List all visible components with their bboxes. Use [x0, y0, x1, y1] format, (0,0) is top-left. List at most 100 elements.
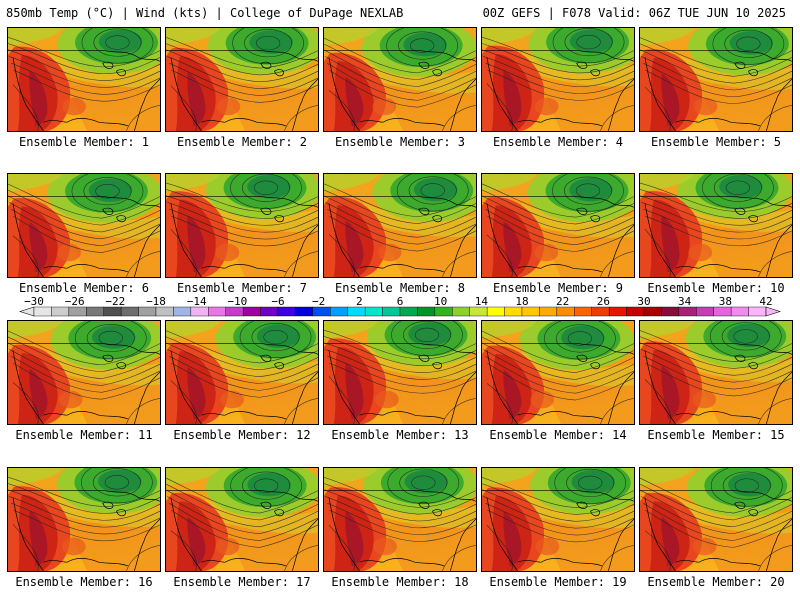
- colorbar-tick-label: 18: [515, 296, 528, 308]
- colorbar-swatch: [696, 306, 714, 317]
- colorbar-swatch: [748, 306, 767, 317]
- temperature-map: [639, 173, 793, 278]
- ensemble-member-label: Ensemble Member: 17: [173, 575, 311, 589]
- colorbar-swatch: [574, 306, 592, 317]
- ensemble-panel: Ensemble Member: 17: [165, 467, 319, 589]
- temperature-map: [323, 467, 477, 572]
- ensemble-member-label: Ensemble Member: 20: [647, 575, 785, 589]
- colorbar-swatch: [539, 306, 558, 317]
- ensemble-panel: Ensemble Member: 12: [165, 320, 319, 442]
- colorbar-tick-label: 38: [719, 296, 732, 308]
- colorbar-swatch: [138, 306, 157, 317]
- colorbar-tick-label: −10: [227, 296, 247, 308]
- ensemble-panel: Ensemble Member: 1: [7, 27, 161, 149]
- ensemble-member-label: Ensemble Member: 8: [334, 281, 466, 295]
- ensemble-panel: Ensemble Member: 6: [7, 173, 161, 295]
- ensemble-panel: Ensemble Member: 9: [481, 173, 635, 295]
- colorbar-swatch: [382, 306, 401, 317]
- colorbar-tick-label: 22: [556, 296, 569, 308]
- colorbar-swatch: [521, 306, 540, 317]
- temperature-map: [639, 467, 793, 572]
- ensemble-member-label: Ensemble Member: 15: [647, 428, 785, 442]
- colorbar-tick-label: 14: [475, 296, 489, 308]
- ensemble-panel: Ensemble Member: 20: [639, 467, 793, 589]
- colorbar-swatch: [277, 306, 296, 317]
- ensemble-panel: Ensemble Member: 4: [481, 27, 635, 149]
- colorbar-swatch: [730, 306, 749, 317]
- temperature-map: [481, 173, 635, 278]
- ensemble-panel: Ensemble Member: 19: [481, 467, 635, 589]
- ensemble-member-label: Ensemble Member: 2: [176, 135, 308, 149]
- colorbar-swatch: [556, 306, 575, 317]
- temperature-map: [7, 467, 161, 572]
- colorbar-tick-label: 6: [397, 296, 404, 308]
- ensemble-member-label: Ensemble Member: 3: [334, 135, 466, 149]
- colorbar-swatch: [173, 306, 192, 317]
- colorbar-swatch: [330, 306, 348, 317]
- colorbar-tick-label: 10: [434, 296, 447, 308]
- colorbar-tick-label: 26: [597, 296, 610, 308]
- ensemble-member-label: Ensemble Member: 5: [650, 135, 782, 149]
- colorbar-swatch: [364, 306, 383, 317]
- colorbar-swatch: [608, 306, 627, 317]
- temperature-map: [7, 27, 161, 132]
- colorbar-swatch: [190, 306, 209, 317]
- colorbar-swatch: [713, 306, 732, 317]
- map-title: 850mb Temp (°C) | Wind (kts) | College o…: [6, 6, 404, 20]
- colorbar-tick-label: −26: [65, 296, 85, 308]
- ensemble-panel: Ensemble Member: 15: [639, 320, 793, 442]
- ensemble-member-label: Ensemble Member: 13: [331, 428, 469, 442]
- colorbar-swatch: [661, 306, 680, 317]
- colorbar-swatch: [347, 306, 366, 317]
- ensemble-panel: Ensemble Member: 13: [323, 320, 477, 442]
- ensemble-member-label: Ensemble Member: 11: [15, 428, 153, 442]
- temperature-map: [7, 173, 161, 278]
- colorbar-swatch: [86, 306, 104, 317]
- colorbar-tick-label: −6: [271, 296, 284, 308]
- ensemble-panel: Ensemble Member: 7: [165, 173, 319, 295]
- colorbar-tick-label: 30: [637, 296, 650, 308]
- colorbar-swatch: [260, 306, 279, 317]
- colorbar-swatch: [120, 306, 139, 317]
- ensemble-panel: Ensemble Member: 10: [639, 173, 793, 295]
- colorbar-swatch: [33, 306, 52, 317]
- colorbar-tick-label: 42: [759, 296, 772, 308]
- run-info: 00Z GEFS | F078 Valid: 06Z TUE JUN 10 20…: [482, 6, 786, 20]
- temperature-map: [323, 320, 477, 425]
- colorbar-tick-label: 2: [356, 296, 363, 308]
- temperature-map: [323, 173, 477, 278]
- colorbar-tick-label: 34: [678, 296, 692, 308]
- temperature-map: [7, 320, 161, 425]
- ensemble-member-label: Ensemble Member: 16: [15, 575, 153, 589]
- ensemble-member-label: Ensemble Member: 10: [647, 281, 785, 295]
- ensemble-member-label: Ensemble Member: 9: [492, 281, 624, 295]
- ensemble-panel: Ensemble Member: 2: [165, 27, 319, 149]
- temperature-map: [639, 320, 793, 425]
- colorbar-left-arrow: [19, 306, 35, 317]
- colorbar-swatch: [626, 306, 645, 317]
- ensemble-panel: Ensemble Member: 3: [323, 27, 477, 149]
- colorbar-swatch: [68, 306, 87, 317]
- ensemble-panel: Ensemble Member: 8: [323, 173, 477, 295]
- ensemble-member-label: Ensemble Member: 6: [18, 281, 150, 295]
- colorbar-tick-label: −22: [105, 296, 125, 308]
- temperature-map: [165, 173, 319, 278]
- ensemble-member-label: Ensemble Member: 4: [492, 135, 624, 149]
- ensemble-member-label: Ensemble Member: 14: [489, 428, 627, 442]
- temperature-map: [481, 467, 635, 572]
- ensemble-member-label: Ensemble Member: 18: [331, 575, 469, 589]
- colorbar-swatch: [417, 306, 436, 317]
- temperature-map: [165, 320, 319, 425]
- ensemble-member-label: Ensemble Member: 12: [173, 428, 311, 442]
- colorbar-swatch: [452, 306, 470, 317]
- ensemble-panel: Ensemble Member: 18: [323, 467, 477, 589]
- colorbar-swatch: [504, 306, 523, 317]
- temperature-colorbar: −30 −26 −22 −18 −14 −10 −6 −2 2 6 10 14 18 22 26 30 34 38…: [19, 296, 781, 317]
- colorbar-swatch: [312, 306, 331, 317]
- colorbar-swatch: [486, 306, 505, 317]
- colorbar-swatch: [103, 306, 122, 317]
- ensemble-member-label: Ensemble Member: 19: [489, 575, 627, 589]
- temperature-map: [639, 27, 793, 132]
- temperature-map: [323, 27, 477, 132]
- temperature-map: [165, 27, 319, 132]
